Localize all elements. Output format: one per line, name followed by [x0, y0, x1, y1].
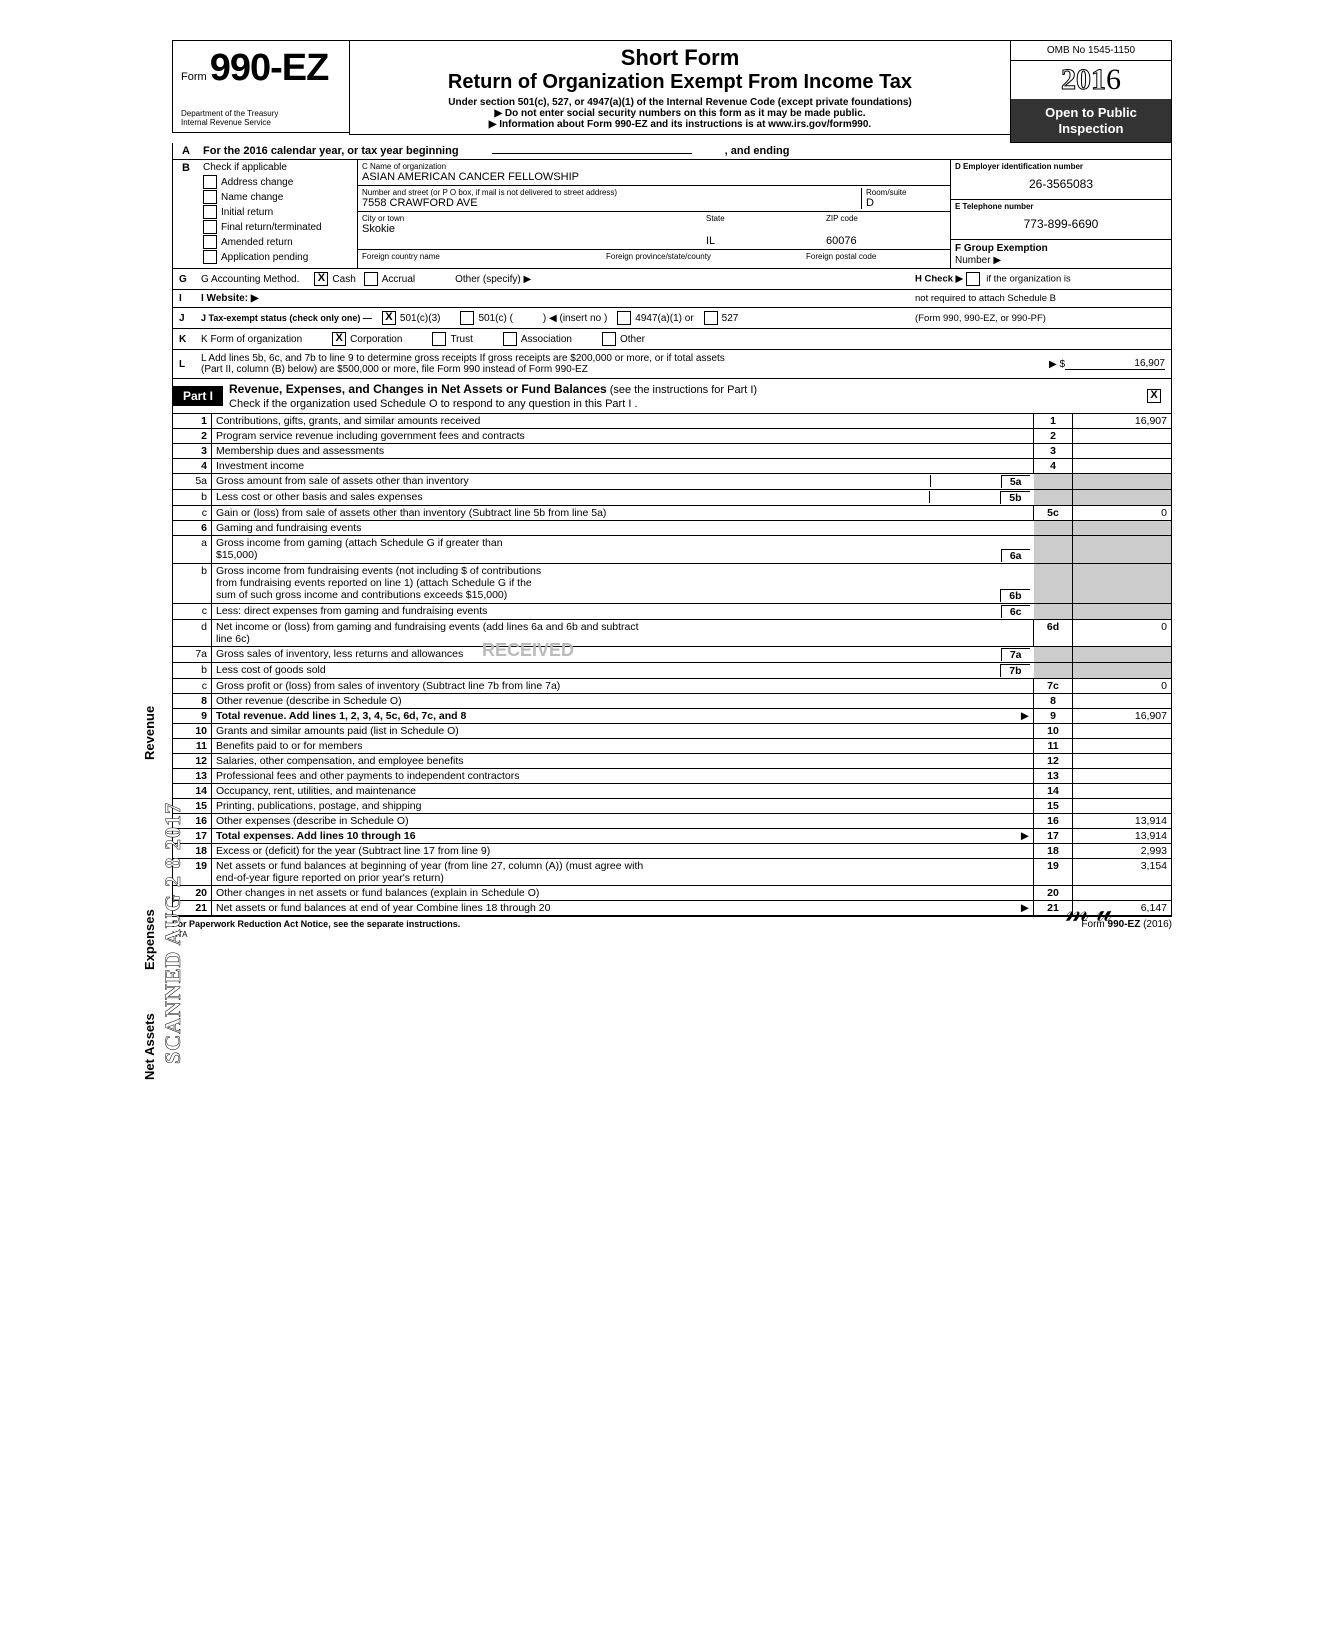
table-row: dNet income or (loss) from gaming and fu…	[173, 620, 1172, 647]
city: Skokie	[362, 223, 395, 235]
amt-6d: 0	[1073, 620, 1172, 647]
amt-1: 16,907	[1073, 414, 1172, 429]
checkbox-527[interactable]	[704, 311, 718, 325]
table-row: 21Net assets or fund balances at end of …	[173, 901, 1172, 916]
initials: 𝓂 𝓊	[1065, 897, 1112, 929]
label-b: B	[173, 160, 199, 268]
dept-text: Department of the Treasury Internal Reve…	[181, 110, 341, 128]
table-row: 19Net assets or fund balances at beginni…	[173, 859, 1172, 886]
table-row: 1Contributions, gifts, grants, and simil…	[173, 414, 1172, 429]
right-info: D Employer identification number 26-3565…	[950, 160, 1171, 268]
table-row: 3Membership dues and assessments3	[173, 444, 1172, 459]
part-1-header: Part I Revenue, Expenses, and Changes in…	[172, 379, 1172, 414]
form-number: 990-EZ	[210, 47, 329, 89]
header-left: Form 990-EZ Department of the Treasury I…	[172, 40, 349, 133]
table-row: bGross income from fundraising events (n…	[173, 564, 1172, 604]
subtitle-2: ▶ Do not enter social security numbers o…	[356, 108, 1004, 119]
open-to-public: Open to Public Inspection	[1011, 99, 1171, 142]
checkbox-amended[interactable]	[203, 235, 217, 249]
amt-18: 2,993	[1073, 844, 1172, 859]
checkbox-trust[interactable]	[432, 332, 446, 346]
amt-7c: 0	[1073, 679, 1172, 694]
subtitle-1: Under section 501(c), 527, or 4947(a)(1)…	[356, 97, 1004, 108]
form-header: Form 990-EZ Department of the Treasury I…	[172, 40, 1172, 143]
table-row: 15Printing, publications, postage, and s…	[173, 799, 1172, 814]
table-row: cGain or (loss) from sale of assets othe…	[173, 506, 1172, 521]
table-row: 20Other changes in net assets or fund ba…	[173, 886, 1172, 901]
amt-9: 16,907	[1073, 709, 1172, 724]
ghijkl: G G Accounting Method. XCash Accrual Oth…	[172, 269, 1172, 379]
line-a: For the 2016 calendar year, or tax year …	[199, 143, 1171, 159]
table-row: 8Other revenue (describe in Schedule O)8	[173, 694, 1172, 709]
table-row: 9Total revenue. Add lines 1, 2, 3, 4, 5c…	[173, 709, 1172, 724]
table-row: bLess cost or other basis and sales expe…	[173, 490, 1172, 506]
checkbox-accrual[interactable]	[364, 272, 378, 286]
phone: 773-899-6690	[955, 211, 1167, 237]
scanned-stamp: SCANNED AUG 2 8 2017	[160, 802, 186, 1064]
table-row: 7aGross sales of inventory, less returns…	[173, 647, 1172, 663]
side-revenue: Revenue	[142, 706, 157, 760]
header-right: OMB No 1545-1150 2016 Open to Public Ins…	[1010, 40, 1172, 143]
table-row: 2Program service revenue including gover…	[173, 429, 1172, 444]
side-netassets: Net Assets	[142, 1013, 157, 1080]
amt-19: 3,154	[1073, 859, 1172, 886]
checkbox-schedule-o[interactable]: X	[1147, 389, 1161, 403]
checkbox-corp[interactable]: X	[332, 332, 346, 346]
checkbox-other-org[interactable]	[602, 332, 616, 346]
checkbox-assoc[interactable]	[503, 332, 517, 346]
footer: For Paperwork Reduction Act Notice, see …	[172, 916, 1172, 930]
checkbox-address-change[interactable]	[203, 175, 217, 189]
amt-16: 13,914	[1073, 814, 1172, 829]
check-if-applicable: Check if applicable Address change Name …	[199, 160, 358, 268]
checkbox-cash[interactable]: X	[314, 272, 328, 286]
table-row: 5aGross amount from sale of assets other…	[173, 474, 1172, 490]
table-row: cLess: direct expenses from gaming and f…	[173, 604, 1172, 620]
table-row: 4Investment income4	[173, 459, 1172, 474]
checkbox-final-return[interactable]	[203, 220, 217, 234]
table-row: 6Gaming and fundraising events	[173, 521, 1172, 536]
title-short-form: Short Form	[356, 45, 1004, 71]
title-return: Return of Organization Exempt From Incom…	[356, 71, 1004, 94]
header-mid: Short Form Return of Organization Exempt…	[349, 40, 1010, 135]
checkbox-501c3[interactable]: X	[382, 311, 396, 325]
amt-17: 13,914	[1073, 829, 1172, 844]
checkbox-initial-return[interactable]	[203, 205, 217, 219]
ein: 26-3565083	[955, 171, 1167, 197]
table-row: 14Occupancy, rent, utilities, and mainte…	[173, 784, 1172, 799]
street: 7558 CRAWFORD AVE	[362, 197, 478, 209]
state: IL	[706, 235, 715, 247]
checkbox-501c[interactable]	[460, 311, 474, 325]
org-info: C Name of organization ASIAN AMERICAN CA…	[358, 160, 950, 268]
entity-block: A For the 2016 calendar year, or tax yea…	[172, 143, 1172, 269]
table-row: 12Salaries, other compensation, and empl…	[173, 754, 1172, 769]
checkbox-name-change[interactable]	[203, 190, 217, 204]
side-expenses: Expenses	[142, 909, 157, 970]
org-name: ASIAN AMERICAN CANCER FELLOWSHIP	[362, 171, 946, 183]
table-row: 17Total expenses. Add lines 10 through 1…	[173, 829, 1172, 844]
tax-year: 2016	[1011, 61, 1171, 99]
checkbox-app-pending[interactable]	[203, 250, 217, 264]
label-a: A	[173, 143, 199, 159]
table-row: cGross profit or (loss) from sales of in…	[173, 679, 1172, 694]
checkbox-h[interactable]	[966, 272, 980, 286]
table-row: 16Other expenses (describe in Schedule O…	[173, 814, 1172, 829]
table-row: 13Professional fees and other payments t…	[173, 769, 1172, 784]
gross-receipts: 16,907	[1065, 358, 1165, 370]
table-row: 10Grants and similar amounts paid (list …	[173, 724, 1172, 739]
zip: 60076	[826, 235, 857, 247]
amt-5c: 0	[1073, 506, 1172, 521]
hta: HTA	[172, 930, 1172, 939]
room: D	[866, 197, 874, 209]
table-row: aGross income from gaming (attach Schedu…	[173, 536, 1172, 564]
table-row: 18Excess or (deficit) for the year (Subt…	[173, 844, 1172, 859]
checkbox-4947[interactable]	[617, 311, 631, 325]
table-row: bLess cost of goods sold7b	[173, 663, 1172, 679]
omb-number: OMB No 1545-1150	[1011, 41, 1171, 61]
part1-table: 1Contributions, gifts, grants, and simil…	[172, 414, 1172, 916]
form-label: Form	[181, 71, 207, 83]
table-row: 11Benefits paid to or for members11	[173, 739, 1172, 754]
subtitle-3: ▶ Information about Form 990-EZ and its …	[356, 119, 1004, 130]
